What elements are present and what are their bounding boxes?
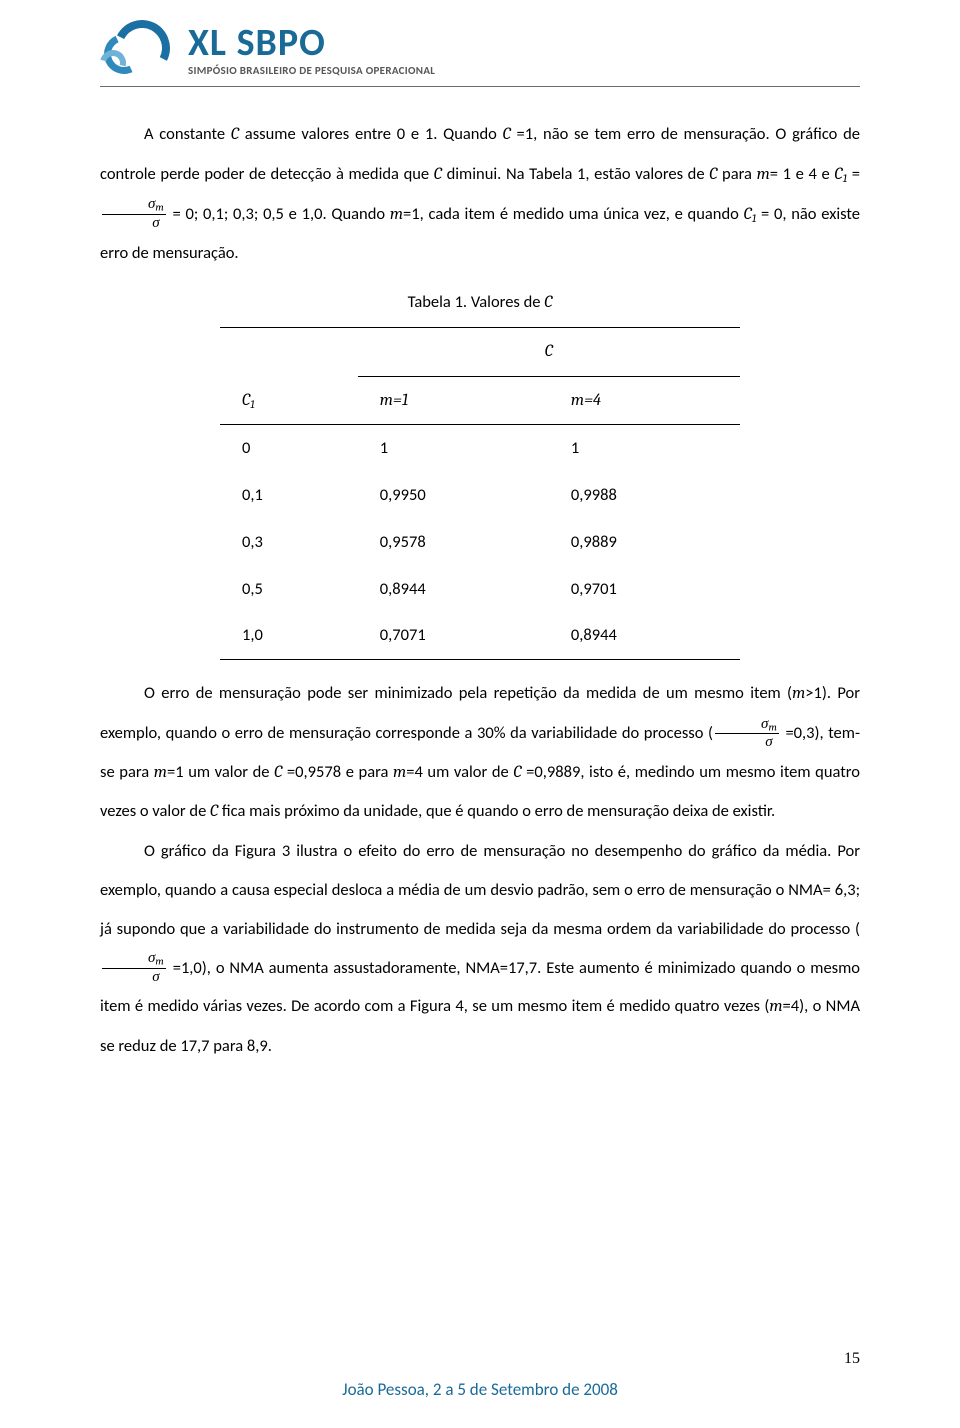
cell: 0,9701 (549, 566, 740, 613)
var-C: C (231, 125, 239, 144)
text: fica mais próximo da unidade, que é quan… (218, 801, 775, 821)
table-row: C1 C (220, 327, 740, 376)
cell: 0,3 (220, 519, 358, 566)
var-C: C (434, 165, 442, 184)
var-m: m (154, 763, 167, 782)
cell: 0,5 (220, 566, 358, 613)
fraction-sigma: σmσ (715, 716, 779, 750)
text: = 0; 0,1; 0,3; 0,5 e 1,0. Quando (168, 204, 390, 224)
var-C1: C1 (744, 205, 757, 224)
table-row: 0,5 0,8944 0,9701 (220, 566, 740, 613)
cell: 0,7071 (358, 612, 549, 659)
text: =4 um valor de (406, 762, 513, 782)
col-header-m1: m=1 (358, 376, 549, 425)
table-caption: Tabela 1. Valores de C (100, 283, 860, 323)
cell: 0 (220, 425, 358, 472)
col-header-C: C (358, 327, 740, 376)
cell: 0,9950 (358, 472, 549, 519)
paragraph-3: O gráfico da Figura 3 ilustra o efeito d… (100, 832, 860, 1066)
table-row: 0,1 0,9950 0,9988 (220, 472, 740, 519)
cell: 1 (549, 425, 740, 472)
header: XL SBPO SIMPÓSIO BRASILEIRO DE PESQUISA … (100, 20, 860, 87)
page-number: 15 (844, 1350, 860, 1368)
paragraph-2: O erro de mensuração pode ser minimizado… (100, 674, 860, 832)
text: O erro de mensuração pode ser minimizado… (144, 683, 792, 703)
text: A constante (144, 124, 231, 144)
table-1: C1 C m=1 m=4 0 1 1 0,1 0,9950 0,9988 (220, 327, 740, 660)
header-divider (100, 86, 860, 87)
logo-text: XL SBPO SIMPÓSIO BRASILEIRO DE PESQUISA … (188, 24, 435, 77)
logo-title: XL SBPO (188, 24, 435, 62)
cell: 0,8944 (549, 612, 740, 659)
logo-mark-icon (100, 20, 178, 80)
fraction-sigma: σmσ (102, 950, 166, 984)
text: =1,0), o NMA aumenta assustadoramente, N… (100, 958, 860, 1017)
logo: XL SBPO SIMPÓSIO BRASILEIRO DE PESQUISA … (100, 20, 860, 80)
table-row: 0 1 1 (220, 425, 740, 472)
cell: 1,0 (220, 612, 358, 659)
col-header-m4: m=4 (549, 376, 740, 425)
cell: 0,1 (220, 472, 358, 519)
cell: 0,9578 (358, 519, 549, 566)
var-m: m (757, 165, 770, 184)
text: para (717, 164, 756, 184)
var-m: m (390, 205, 403, 224)
text: assume valores entre 0 e 1. Quando (239, 124, 503, 144)
footer-venue: João Pessoa, 2 a 5 de Setembro de 2008 (100, 1379, 860, 1400)
footer: 15 João Pessoa, 2 a 5 de Setembro de 200… (100, 1379, 860, 1400)
var-C: C (544, 293, 552, 312)
text: =0,9578 e para (282, 762, 393, 782)
var-C: C (210, 802, 218, 821)
cell: 0,8944 (358, 566, 549, 613)
paragraph-1: A constante C assume valores entre 0 e 1… (100, 115, 860, 273)
logo-subtitle: SIMPÓSIO BRASILEIRO DE PESQUISA OPERACIO… (188, 64, 435, 77)
table-row: 0,3 0,9578 0,9889 (220, 519, 740, 566)
text: diminui. Na Tabela 1, estão valores de (442, 164, 709, 184)
caption-text: Tabela 1. Valores de (408, 292, 545, 312)
var-C: C (503, 125, 511, 144)
text: = (847, 164, 860, 184)
cell: 0,9988 (549, 472, 740, 519)
cell: 0,9889 (549, 519, 740, 566)
page: XL SBPO SIMPÓSIO BRASILEIRO DE PESQUISA … (0, 0, 960, 1428)
cell: 1 (358, 425, 549, 472)
text: =1 um valor de (167, 762, 274, 782)
var-C1: C1 (834, 165, 847, 184)
table-row: 1,0 0,7071 0,8944 (220, 612, 740, 659)
text: = 1 e 4 e (770, 164, 835, 184)
var-m: m (769, 997, 782, 1016)
fraction-sigma: σmσ (102, 196, 166, 230)
var-C: C (513, 763, 521, 782)
var-m: m (393, 763, 406, 782)
var-m: m (792, 684, 805, 703)
text: O gráfico da Figura 3 ilustra o efeito d… (100, 841, 860, 939)
body-text: A constante C assume valores entre 0 e 1… (100, 115, 860, 1066)
text: =1, cada item é medido uma única vez, e … (403, 204, 744, 224)
col-header-C1: C1 (220, 327, 358, 425)
